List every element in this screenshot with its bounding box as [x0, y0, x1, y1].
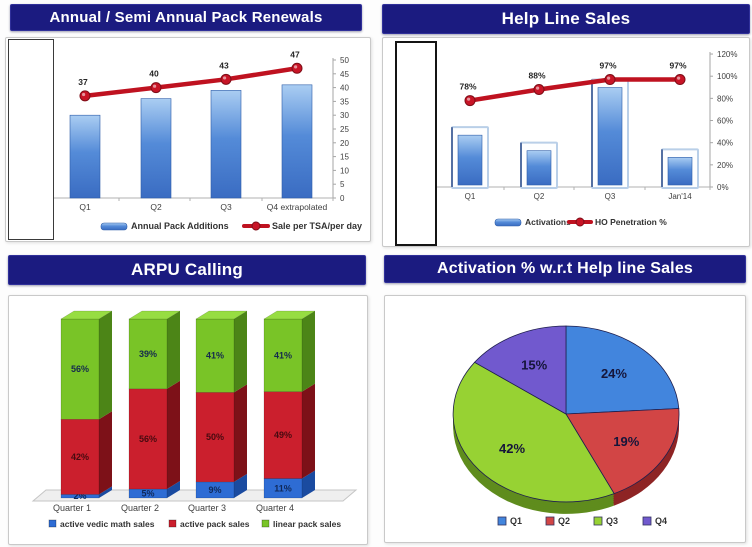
- svg-text:Sale per TSA/per day: Sale per TSA/per day: [272, 221, 362, 231]
- title-help-line-sales: Help Line Sales: [382, 4, 750, 34]
- svg-text:Q4: Q4: [655, 516, 667, 526]
- svg-text:Q3: Q3: [220, 202, 232, 212]
- svg-text:47: 47: [290, 49, 300, 59]
- svg-text:40: 40: [149, 69, 159, 79]
- stacked-bar-quarter-1: 2% 42% 56%: [60, 310, 113, 501]
- svg-text:42%: 42%: [71, 452, 89, 462]
- svg-text:39%: 39%: [139, 349, 157, 359]
- svg-text:Annual Pack Additions: Annual Pack Additions: [131, 221, 229, 231]
- svg-text:15%: 15%: [521, 357, 547, 372]
- svg-text:24%: 24%: [601, 366, 627, 381]
- stacked-bar-quarter-2: 5% 56% 39%: [128, 310, 181, 499]
- activation-pie-svg: 24% 19% 42% 15% Q1 Q2 Q3 Q4: [452, 325, 680, 526]
- svg-text:Q2: Q2: [150, 202, 162, 212]
- svg-text:Quarter 4: Quarter 4: [256, 503, 294, 513]
- title-activation-pie: Activation % w.r.t Help line Sales: [384, 255, 746, 283]
- svg-text:20: 20: [340, 139, 349, 148]
- svg-text:43: 43: [219, 60, 229, 70]
- pack-renewals-svg: 0 5 10 15 20 25 30 35 40 45 50 Q1 Q2 Q3 Q4 extrapolate…: [47, 49, 362, 231]
- pie-slices: 24% 19% 42% 15%: [452, 325, 680, 503]
- legend: Q1 Q2 Q3 Q4: [497, 516, 667, 526]
- svg-text:25: 25: [340, 125, 349, 134]
- legend: Activations HO Penetration %: [494, 217, 667, 227]
- svg-text:Quarter 1: Quarter 1: [53, 503, 91, 513]
- svg-text:20%: 20%: [717, 161, 733, 170]
- svg-text:45: 45: [340, 70, 349, 79]
- svg-text:Q3: Q3: [606, 516, 618, 526]
- svg-text:80%: 80%: [717, 94, 733, 103]
- svg-text:5: 5: [340, 180, 345, 189]
- svg-text:15: 15: [340, 153, 349, 162]
- svg-text:78%: 78%: [459, 82, 476, 92]
- svg-text:50%: 50%: [206, 432, 224, 442]
- svg-text:56%: 56%: [139, 434, 157, 444]
- line-series-group: 37 40 43 47: [78, 49, 303, 102]
- svg-text:37: 37: [78, 77, 88, 87]
- svg-text:49%: 49%: [274, 430, 292, 440]
- svg-text:35: 35: [340, 97, 349, 106]
- chart-arpu-calling: 2% 42% 56% Quarter 1 5% 56% 39% Quarter 2 9% 50% 4…: [8, 295, 368, 545]
- title-arpu-calling: ARPU Calling: [8, 255, 366, 285]
- blank-callout-box-left: [8, 39, 54, 240]
- svg-text:active vedic math sales: active vedic math sales: [60, 519, 155, 529]
- svg-text:97%: 97%: [669, 61, 686, 71]
- line-series-group: 78% 88% 97% 97%: [459, 61, 687, 107]
- svg-text:50: 50: [340, 56, 349, 65]
- svg-text:10: 10: [340, 166, 349, 175]
- chart-help-line-sales: 0% 20% 40% 60% 80% 100% 120% Q1 Q2 Q3 Jan'14 78% 88%…: [382, 37, 750, 247]
- svg-text:Q1: Q1: [79, 202, 91, 212]
- bars-group: [451, 78, 699, 190]
- svg-text:active pack sales: active pack sales: [180, 519, 250, 529]
- svg-text:Jan'14: Jan'14: [668, 192, 692, 201]
- svg-text:5%: 5%: [141, 489, 154, 499]
- svg-text:40%: 40%: [717, 139, 733, 148]
- svg-text:Q2: Q2: [534, 192, 545, 201]
- stacked-bar-quarter-4: 11% 49% 41%: [263, 310, 316, 499]
- svg-text:Q2: Q2: [558, 516, 570, 526]
- svg-text:HO Penetration %: HO Penetration %: [595, 217, 667, 227]
- stacked-bar-quarter-3: 9% 50% 41%: [195, 310, 248, 499]
- arpu-calling-svg: 2% 42% 56% Quarter 1 5% 56% 39% Quarter 2 9% 50% 4…: [31, 310, 358, 529]
- svg-text:41%: 41%: [274, 350, 292, 360]
- svg-text:Quarter 2: Quarter 2: [121, 503, 159, 513]
- svg-text:30: 30: [340, 111, 349, 120]
- svg-text:Q4 extrapolated: Q4 extrapolated: [267, 202, 328, 212]
- blank-callout-box-right: [395, 41, 437, 246]
- svg-text:120%: 120%: [717, 50, 737, 59]
- svg-text:60%: 60%: [717, 117, 733, 126]
- svg-text:56%: 56%: [71, 364, 89, 374]
- svg-text:40: 40: [340, 84, 349, 93]
- svg-text:linear pack sales: linear pack sales: [273, 519, 341, 529]
- svg-text:42%: 42%: [499, 441, 525, 456]
- svg-text:11%: 11%: [274, 483, 292, 493]
- chart-pack-renewals: 0 5 10 15 20 25 30 35 40 45 50 Q1 Q2 Q3 Q4 extrapolate…: [5, 37, 371, 242]
- legend: active vedic math sales active pack sales…: [48, 519, 341, 529]
- title-pack-renewals: Annual / Semi Annual Pack Renewals: [10, 4, 362, 31]
- svg-text:0%: 0%: [717, 183, 729, 192]
- svg-text:2%: 2%: [73, 491, 86, 501]
- svg-text:Q3: Q3: [605, 192, 616, 201]
- help-line-sales-svg: 0% 20% 40% 60% 80% 100% 120% Q1 Q2 Q3 Jan'14 78% 88%…: [421, 50, 737, 227]
- svg-text:Q1: Q1: [465, 192, 476, 201]
- svg-text:19%: 19%: [613, 434, 639, 449]
- svg-text:0: 0: [340, 194, 345, 203]
- svg-text:97%: 97%: [599, 61, 616, 71]
- svg-text:Quarter 3: Quarter 3: [188, 503, 226, 513]
- svg-text:9%: 9%: [208, 485, 221, 495]
- svg-text:Activations: Activations: [525, 217, 571, 227]
- bars-group: [69, 84, 313, 199]
- svg-text:88%: 88%: [528, 70, 545, 80]
- svg-text:Q1: Q1: [510, 516, 522, 526]
- legend: Annual Pack Additions Sale per TSA/per da…: [100, 221, 362, 231]
- svg-text:41%: 41%: [206, 351, 224, 361]
- svg-text:100%: 100%: [717, 72, 737, 81]
- chart-activation-pie: 24% 19% 42% 15% Q1 Q2 Q3 Q4: [384, 295, 746, 543]
